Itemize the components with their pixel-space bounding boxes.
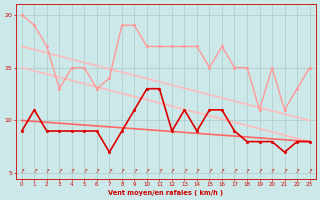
Text: ↑: ↑ (269, 168, 275, 175)
Text: ↑: ↑ (19, 168, 25, 175)
Text: ↑: ↑ (306, 168, 313, 175)
Text: ↑: ↑ (194, 168, 200, 175)
Text: ↑: ↑ (169, 168, 175, 175)
Text: ↑: ↑ (219, 168, 225, 175)
Text: ↑: ↑ (144, 168, 150, 175)
Text: ↑: ↑ (81, 168, 88, 175)
Text: ↑: ↑ (106, 168, 113, 175)
Text: ↑: ↑ (294, 168, 300, 175)
Text: ↑: ↑ (181, 168, 188, 175)
Text: ↑: ↑ (281, 168, 288, 175)
Text: ↑: ↑ (206, 168, 213, 175)
Text: ↑: ↑ (244, 168, 250, 175)
Text: ↑: ↑ (131, 168, 138, 175)
Text: ↑: ↑ (44, 168, 50, 175)
Text: ↑: ↑ (256, 168, 263, 175)
Text: ↑: ↑ (31, 168, 37, 175)
Text: ↑: ↑ (119, 168, 125, 175)
X-axis label: Vent moyen/en rafales ( km/h ): Vent moyen/en rafales ( km/h ) (108, 190, 223, 196)
Text: ↑: ↑ (68, 168, 75, 175)
Text: ↑: ↑ (156, 168, 163, 175)
Text: ↑: ↑ (93, 168, 100, 175)
Text: ↑: ↑ (56, 168, 63, 175)
Text: ↑: ↑ (231, 168, 238, 175)
